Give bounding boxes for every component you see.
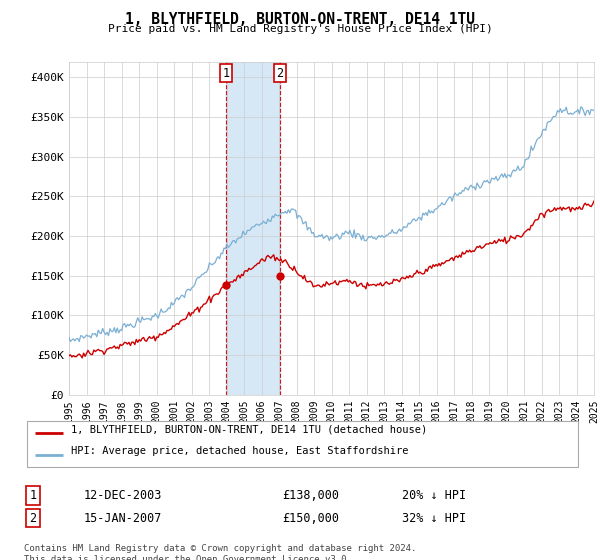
Text: 1, BLYTHFIELD, BURTON-ON-TRENT, DE14 1TU: 1, BLYTHFIELD, BURTON-ON-TRENT, DE14 1TU	[125, 12, 475, 27]
Bar	[226, 62, 280, 395]
Text: 2: 2	[29, 511, 37, 525]
Text: 15-JAN-2007: 15-JAN-2007	[84, 511, 163, 525]
Text: 2: 2	[276, 67, 283, 80]
Text: Contains HM Land Registry data © Crown copyright and database right 2024.
This d: Contains HM Land Registry data © Crown c…	[24, 544, 416, 560]
Text: 1, BLYTHFIELD, BURTON-ON-TRENT, DE14 1TU (detached house): 1, BLYTHFIELD, BURTON-ON-TRENT, DE14 1TU…	[71, 424, 428, 435]
FancyBboxPatch shape	[27, 421, 578, 466]
Text: HPI: Average price, detached house, East Staffordshire: HPI: Average price, detached house, East…	[71, 446, 409, 456]
Text: £150,000: £150,000	[282, 511, 339, 525]
Text: 32% ↓ HPI: 32% ↓ HPI	[402, 511, 466, 525]
Text: 1: 1	[222, 67, 229, 80]
Text: 12-DEC-2003: 12-DEC-2003	[84, 489, 163, 502]
Text: £138,000: £138,000	[282, 489, 339, 502]
Text: Price paid vs. HM Land Registry's House Price Index (HPI): Price paid vs. HM Land Registry's House …	[107, 24, 493, 34]
Text: 20% ↓ HPI: 20% ↓ HPI	[402, 489, 466, 502]
Text: 1: 1	[29, 489, 37, 502]
